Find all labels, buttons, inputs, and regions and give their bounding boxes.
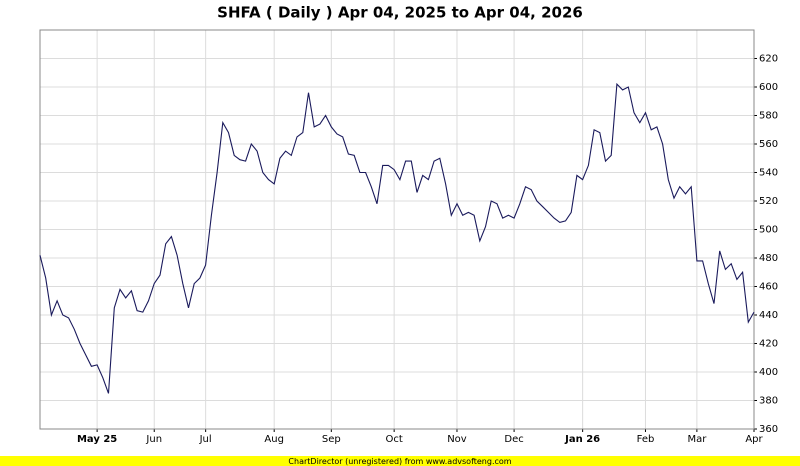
x-tick-label: May 25 [77,434,117,445]
y-tick-label: 400 [759,367,778,378]
x-tick-label: Aug [264,434,284,445]
y-tick-label: 480 [759,253,778,264]
y-tick-label: 600 [759,82,778,93]
footer: ChartDirector (unregistered) from www.ad… [288,457,511,466]
x-tick-label: Oct [385,434,402,445]
plot-border [39,29,755,430]
x-tick-label: Jul [199,434,212,445]
y-tick-label: 620 [759,54,778,65]
x-tick-label: Feb [637,434,655,445]
y-tick-label: 460 [759,282,778,293]
y-tick-label: 500 [759,225,778,236]
y-tick-label: 440 [759,310,778,321]
x-tick-label: Dec [504,434,523,445]
price-line [39,82,755,394]
x-tick-label: Nov [447,434,467,445]
y-tick-label: 520 [759,196,778,207]
chart-title: SHFA ( Daily ) Apr 04, 2025 to Apr 04, 2… [217,4,583,22]
y-tick-label: 380 [759,396,778,407]
x-tick-label: Sep [322,434,341,445]
x-tick-label: Mar [687,434,707,445]
y-tick-label: 580 [759,111,778,122]
y-tick-label: 560 [759,139,778,150]
y-tick-label: 360 [759,424,778,435]
y-tick-label: 420 [759,339,778,350]
x-tick-label: Jun [145,434,162,445]
x-tick-label: Apr [745,434,763,445]
footer-bar [0,456,800,466]
y-tick-label: 540 [759,168,778,179]
x-tick-label: Jan 26 [564,434,600,445]
